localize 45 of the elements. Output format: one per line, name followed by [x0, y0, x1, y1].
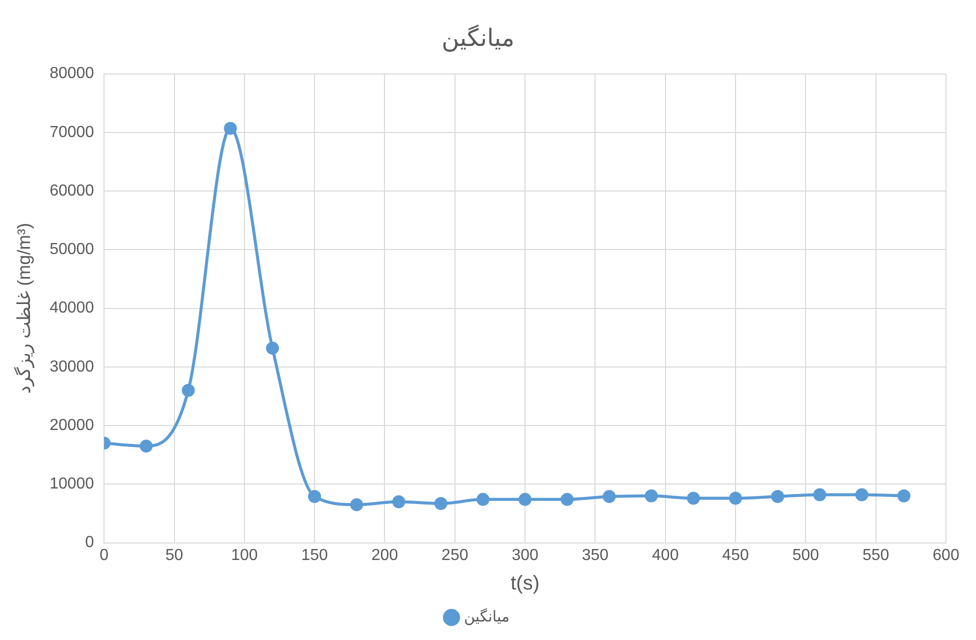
point — [560, 492, 574, 506]
x-tick-label: 550 — [862, 546, 890, 564]
point — [392, 495, 406, 508]
point — [434, 497, 448, 510]
point — [602, 490, 616, 503]
y-tick-label: 40000 — [50, 300, 94, 317]
point — [224, 122, 237, 135]
x-tick-label: 300 — [512, 546, 538, 564]
point — [182, 384, 195, 397]
point — [644, 489, 658, 502]
point — [308, 490, 322, 503]
point — [350, 498, 364, 512]
y-tick-label: 30000 — [50, 358, 94, 376]
x-tick-label: 400 — [652, 546, 679, 564]
y-tick-label: 70000 — [50, 124, 94, 141]
point — [686, 492, 700, 505]
point — [476, 492, 490, 506]
x-tick-label: 250 — [442, 546, 468, 564]
point — [140, 440, 153, 453]
point — [813, 488, 826, 502]
y-tick-label: 0 — [85, 534, 94, 552]
point — [729, 492, 742, 505]
x-axis-title: t(s) — [510, 572, 540, 595]
x-tick-label: 0 — [100, 546, 109, 564]
y-tick-label: 20000 — [50, 416, 94, 434]
x-tick-label: 450 — [722, 546, 749, 564]
point — [897, 489, 910, 502]
x-tick-label: 350 — [582, 546, 609, 564]
point — [855, 488, 868, 502]
y-axis-title: غلظت ریزگرد (mg/m³) — [12, 222, 35, 394]
x-tick-label: 150 — [301, 546, 328, 564]
x-tick-label: 50 — [165, 546, 184, 564]
x-tick-label: 600 — [932, 546, 960, 564]
point — [771, 490, 784, 503]
y-tick-label: 10000 — [50, 476, 94, 493]
point — [518, 492, 532, 506]
y-tick-label: 60000 — [50, 182, 94, 200]
x-tick-label: 200 — [371, 546, 398, 564]
legend-label: میانگین — [464, 608, 510, 626]
y-tick-label: 50000 — [50, 241, 94, 258]
x-tick-label: 500 — [792, 546, 820, 564]
point — [266, 342, 279, 355]
y-tick-label: 80000 — [50, 65, 94, 82]
x-tick-label: 100 — [231, 546, 258, 564]
chart-title: میانگین — [442, 24, 514, 52]
